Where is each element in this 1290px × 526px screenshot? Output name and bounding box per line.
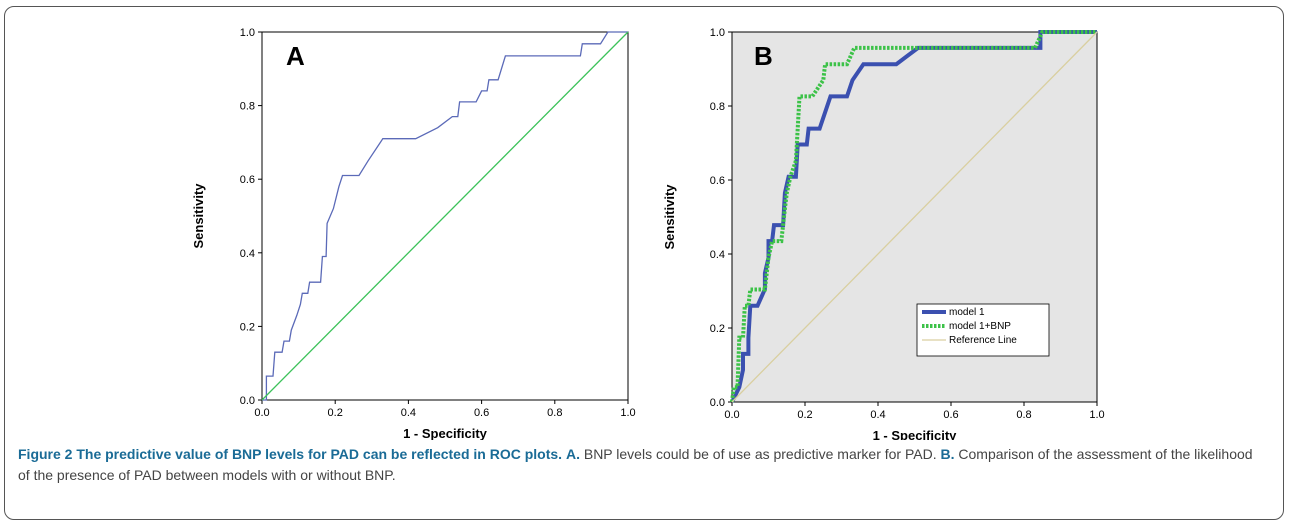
x-tick-label: 0.4 xyxy=(401,407,416,419)
series-model-1-bnp xyxy=(730,30,1097,403)
roc-chart-b: 0.0 0.2 0.4 0.6 0.8 1.0 0.0 0.2 0.4 0.6 0.8 1.0 1 - … xyxy=(662,27,1105,440)
y-tick-label: 0.0 xyxy=(710,397,725,409)
x-tick-label: 0.8 xyxy=(547,407,562,419)
x-tick-label: 1.0 xyxy=(620,407,635,419)
y-tick-label: 0.6 xyxy=(240,174,255,186)
y-tick-label: 1.0 xyxy=(240,27,255,39)
x-tick-label: 0.4 xyxy=(870,409,885,421)
roc-chart-a: 0.0 0.2 0.4 0.6 0.8 1.0 0.0 0.2 0.4 0.6 0.8 1.0 1 - … xyxy=(191,27,636,440)
series-line-1 xyxy=(261,31,629,401)
figure-caption: Figure 2 The predictive value of BNP lev… xyxy=(18,444,1268,486)
y-tick-label: 0.2 xyxy=(240,321,255,333)
x-tick-label: 0.6 xyxy=(474,407,489,419)
x-tick-label: 1.0 xyxy=(1089,409,1104,421)
x-tick-label: 0.0 xyxy=(254,407,269,419)
caption-b-text: Comparison of the assessment of the like… xyxy=(18,446,1253,483)
panel-label: A xyxy=(286,41,305,71)
y-axis-label: Sensitivity xyxy=(191,183,206,249)
y-tick-label: 0.2 xyxy=(710,323,725,335)
y-axis-label: Sensitivity xyxy=(662,184,677,250)
x-axis-label: 1 - Specificity xyxy=(873,428,958,440)
x-tick-label: 0.2 xyxy=(328,407,343,419)
legend: model 1 model 1+BNP Reference Line xyxy=(916,303,1050,357)
y-tick-label: 0.8 xyxy=(710,101,725,113)
y-tick-label: 0.4 xyxy=(710,249,725,261)
y-tick-label: 0.6 xyxy=(710,175,725,187)
y-tick-label: 0.8 xyxy=(240,101,255,113)
series-line-0 xyxy=(262,31,628,401)
x-axis-label: 1 - Specificity xyxy=(403,426,488,440)
series-reference-line xyxy=(731,31,1098,403)
x-tick-label: 0.8 xyxy=(1016,409,1031,421)
figure-canvas: 0.0 0.2 0.4 0.6 0.8 1.0 0.0 0.2 0.4 0.6 0.8 1.0 1 - … xyxy=(191,27,1105,440)
legend-entry: Reference Line xyxy=(949,335,1017,346)
x-tick-label: 0.6 xyxy=(943,409,958,421)
panel-label: B xyxy=(754,41,773,71)
y-tick-label: 1.0 xyxy=(710,27,725,39)
caption-b-label: B. xyxy=(940,446,955,462)
caption-a-label: A. xyxy=(565,446,580,462)
x-tick-label: 0.2 xyxy=(797,409,812,421)
x-tick-label: 0.0 xyxy=(724,409,739,421)
y-tick-label: 0.4 xyxy=(240,248,255,260)
legend-entry: model 1 xyxy=(949,307,985,318)
legend-entry: model 1+BNP xyxy=(949,321,1011,332)
y-tick-label: 0.0 xyxy=(240,395,255,407)
caption-a-text: BNP levels could be of use as predictive… xyxy=(583,446,937,462)
caption-title: Figure 2 The predictive value of BNP lev… xyxy=(18,446,563,462)
